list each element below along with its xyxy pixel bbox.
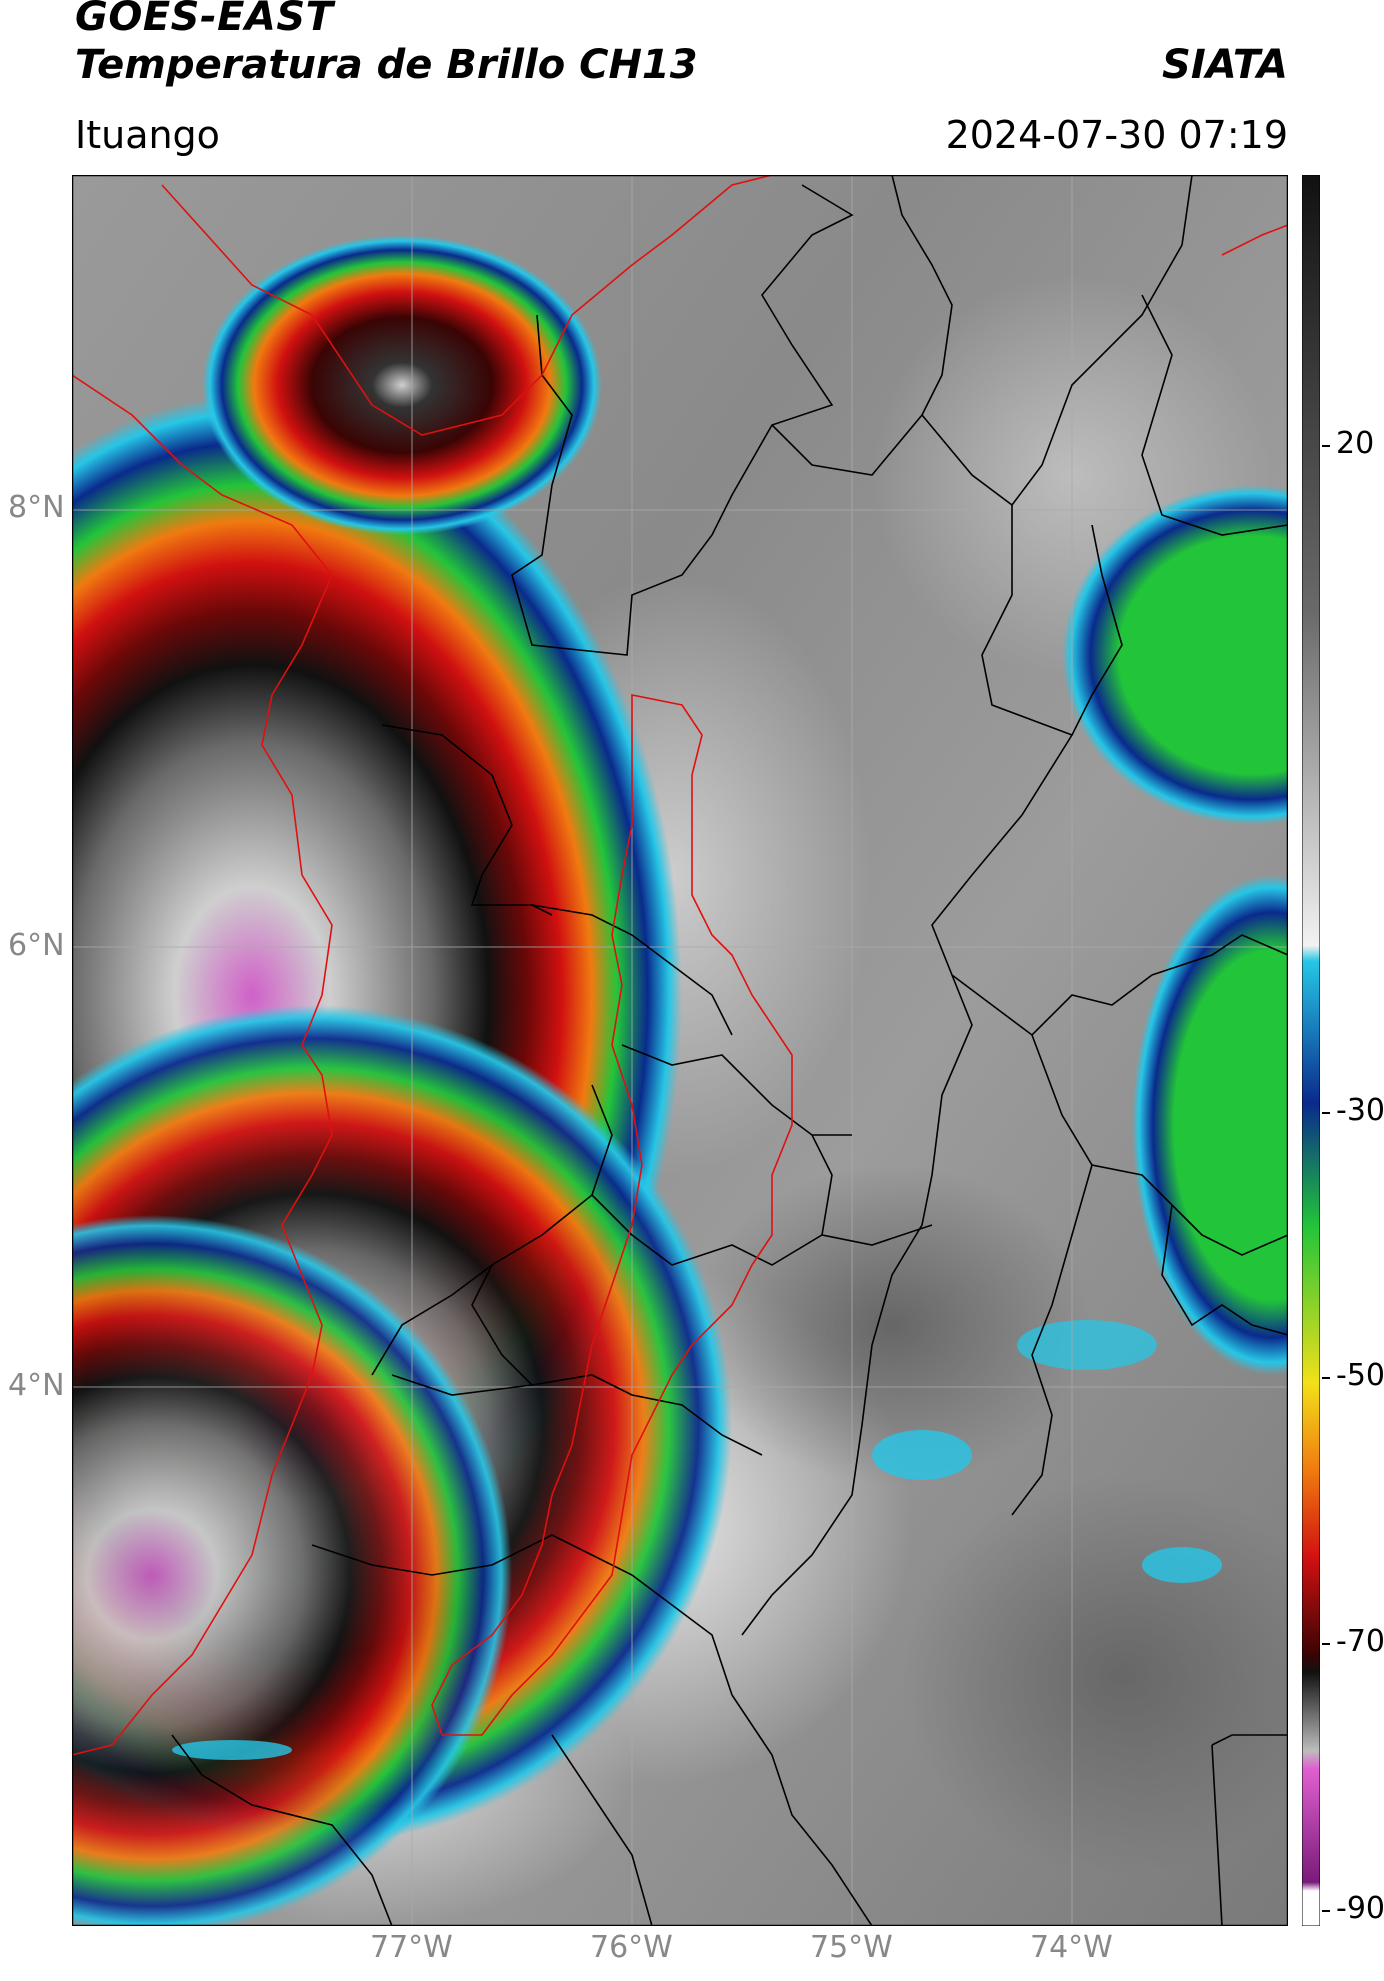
satellite-map[interactable] — [72, 175, 1288, 1926]
colorbar-tick — [1322, 1377, 1330, 1379]
title-line-1: GOES-EAST — [75, 0, 334, 40]
colorbar-label-minus30: -30 — [1336, 1093, 1384, 1128]
colorbar-tick — [1322, 1910, 1330, 1912]
datetime-label: 2024-07-30 07:19 — [945, 113, 1288, 157]
lon-label-74w: 74°W — [1030, 1930, 1113, 1965]
lat-label-6n: 6°N — [8, 928, 65, 963]
organization-label: SIATA — [1162, 42, 1288, 88]
colorbar — [1302, 175, 1320, 1926]
colorbar-label-20: 20 — [1336, 426, 1375, 461]
title-line-2: Temperatura de Brillo CH13 — [75, 42, 698, 88]
lon-label-75w: 75°W — [810, 1930, 893, 1965]
colorbar-label-minus50: -50 — [1336, 1358, 1384, 1393]
lat-label-4n: 4°N — [8, 1368, 65, 1403]
colorbar-tick — [1322, 1643, 1330, 1645]
colorbar-label-minus70: -70 — [1336, 1624, 1384, 1659]
colorbar-tick — [1322, 445, 1330, 447]
colorbar-label-minus90: -90 — [1336, 1891, 1384, 1926]
colorbar-tick — [1322, 1112, 1330, 1114]
lon-label-77w: 77°W — [370, 1930, 453, 1965]
lon-label-76w: 76°W — [590, 1930, 673, 1965]
lat-label-8n: 8°N — [8, 490, 65, 525]
location-label: Ituango — [75, 113, 220, 157]
